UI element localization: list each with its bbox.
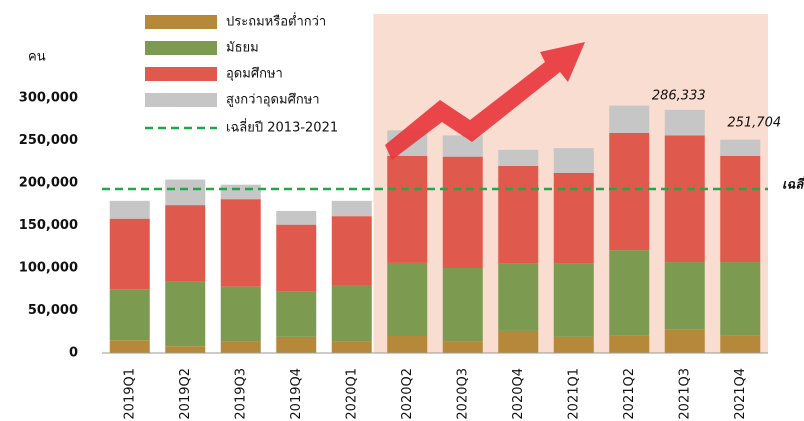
bar-segment xyxy=(165,205,205,282)
y-tick-label: 300,000 xyxy=(19,91,78,106)
bar-segment xyxy=(609,106,649,133)
bar-segment xyxy=(609,335,649,353)
bar-segment xyxy=(387,156,427,263)
legend-swatch xyxy=(145,41,217,55)
legend-label: สูงกว่าอุดมศึกษา xyxy=(226,93,320,108)
bar-segment xyxy=(332,285,372,341)
bar-segment xyxy=(554,264,594,337)
legend-swatch xyxy=(145,67,217,81)
x-tick-label: 2019Q4 xyxy=(289,368,304,420)
x-tick-label: 2021Q1 xyxy=(566,368,581,420)
y-tick-label: 250,000 xyxy=(19,133,78,148)
chart: คน 0 50,000 100,000 150,000 200,000 250,000 30… xyxy=(0,0,804,421)
x-tick-label: 2020Q4 xyxy=(511,368,526,420)
bar-segment xyxy=(720,140,760,156)
bar-segment xyxy=(554,148,594,173)
bar-segment xyxy=(276,337,316,353)
bar-segment xyxy=(443,268,483,341)
total-annotation: 286,333 xyxy=(652,89,706,104)
y-tick-label: 50,000 xyxy=(28,303,78,318)
bar-segment xyxy=(443,157,483,268)
y-tick-label: 200,000 xyxy=(19,176,78,191)
average-label: เฉลี่ย xyxy=(782,174,804,192)
y-tick-label: 150,000 xyxy=(19,218,78,233)
legend-swatch xyxy=(145,93,217,107)
bar-segment xyxy=(609,133,649,250)
bar-segment xyxy=(110,289,150,340)
x-tick-label: 2020Q1 xyxy=(344,368,359,420)
bar-segment xyxy=(720,156,760,262)
bar-segment xyxy=(443,341,483,353)
legend-swatch xyxy=(145,15,217,29)
bar-segment xyxy=(387,263,427,336)
bar-segment xyxy=(498,331,538,353)
bar-segment xyxy=(110,340,150,353)
x-tick-label: 2020Q3 xyxy=(455,368,470,420)
bar-segment xyxy=(332,341,372,353)
total-annotation: 251,704 xyxy=(727,116,781,131)
bar-segment xyxy=(554,173,594,264)
x-tick-label: 2019Q3 xyxy=(233,368,248,420)
bar-segment xyxy=(221,287,261,341)
legend-label: อุดมศึกษา xyxy=(226,67,283,82)
bar-segment xyxy=(498,150,538,166)
bar-segment xyxy=(665,329,705,353)
bar-segment xyxy=(276,225,316,292)
bar-segment xyxy=(665,262,705,329)
bar-segment xyxy=(165,282,205,347)
legend-label: มัธยม xyxy=(226,41,259,56)
bar-segment xyxy=(221,199,261,287)
x-tick-label: 2021Q3 xyxy=(677,368,692,420)
bar-segment xyxy=(165,346,205,353)
bar-segment xyxy=(498,166,538,264)
bar-segment xyxy=(276,292,316,337)
bar-segment xyxy=(665,110,705,135)
bar-segment xyxy=(609,250,649,335)
bar-segment xyxy=(554,337,594,353)
y-tick-label: 100,000 xyxy=(19,261,78,276)
bar-segment xyxy=(221,185,261,199)
x-tick-label: 2020Q2 xyxy=(400,368,415,420)
x-tick-label: 2021Q4 xyxy=(733,368,748,420)
x-tick-label: 2019Q2 xyxy=(178,368,193,420)
bar-segment xyxy=(498,264,538,331)
bar-segment xyxy=(443,135,483,156)
bar-segment xyxy=(110,219,150,290)
bar-segment xyxy=(221,341,261,353)
bar-segment xyxy=(332,201,372,216)
y-axis-label: คน xyxy=(28,50,46,65)
bar-segment xyxy=(110,201,150,219)
y-tick-label: 0 xyxy=(69,346,78,361)
bar-segment xyxy=(665,135,705,262)
bar-segment xyxy=(720,262,760,335)
bar-segment xyxy=(387,336,427,353)
legend-label: เฉลี่ยปี 2013-2021 xyxy=(226,119,338,136)
x-tick-label: 2021Q2 xyxy=(622,368,637,420)
bar-segment xyxy=(276,211,316,225)
bar-segment xyxy=(165,180,205,206)
bar-segment xyxy=(720,335,760,353)
bar-segment xyxy=(332,216,372,285)
legend-label: ประถมหรือต่ำกว่า xyxy=(226,13,326,30)
x-tick-label: 2019Q1 xyxy=(122,368,137,420)
